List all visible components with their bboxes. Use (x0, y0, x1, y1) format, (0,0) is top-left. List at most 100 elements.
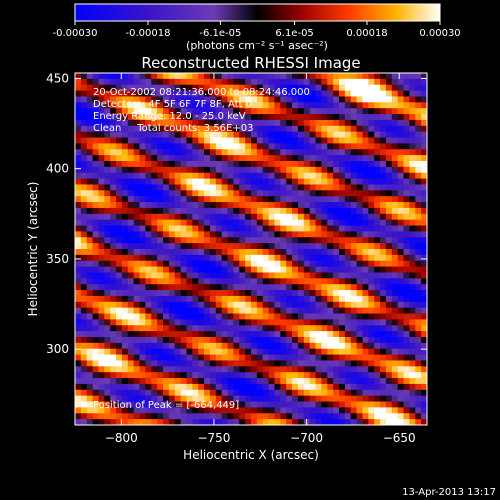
heatmap-cell (385, 389, 393, 397)
heatmap-cell (75, 290, 82, 297)
heatmap-cell (180, 125, 188, 133)
heatmap-cell (262, 372, 270, 379)
heatmap-cell (327, 307, 334, 315)
heatmap-cell (321, 401, 328, 408)
heatmap-cell (368, 78, 375, 86)
heatmap-cell (98, 143, 105, 150)
heatmap-cell (204, 155, 211, 162)
heatmap-cell (186, 337, 193, 344)
heatmap-cell (98, 284, 105, 291)
heatmap-cell (385, 342, 393, 350)
heatmap-cell (380, 378, 387, 385)
heatmap-cell (356, 231, 364, 238)
heatmap-cell (362, 102, 369, 109)
heatmap-cell (163, 372, 170, 379)
heatmap-cell (374, 325, 381, 332)
heatmap-cell (251, 342, 258, 350)
heatmap-cell (157, 319, 164, 326)
heatmap-cell (163, 395, 170, 403)
heatmap-cell (80, 108, 88, 115)
heatmap-cell (362, 219, 369, 227)
heatmap-cell (333, 348, 340, 356)
heatmap-cell (227, 90, 234, 98)
heatmap-cell (403, 237, 410, 244)
heatmap-cell (163, 290, 170, 297)
heatmap-cell (356, 366, 364, 373)
heatmap-cell (350, 114, 358, 121)
heatmap-cell (151, 307, 158, 315)
heatmap-cell (385, 225, 393, 232)
heatmap-cell (80, 184, 88, 191)
heatmap-cell (415, 73, 422, 80)
heatmap-cell (350, 383, 358, 391)
heatmap-cell (280, 90, 287, 98)
heatmap-cell (409, 155, 416, 162)
heatmap-cell (233, 172, 240, 180)
heatmap-cell (121, 295, 129, 303)
heatmap-cell (168, 378, 176, 385)
heatmap-cell (86, 331, 94, 338)
heatmap-cell (368, 389, 375, 397)
heatmap-cell (344, 166, 352, 174)
heatmap-cell (280, 389, 287, 397)
heatmap-cell (327, 313, 334, 320)
heatmap-cell (145, 143, 152, 150)
heatmap-cell (145, 337, 152, 344)
heatmap-cell (157, 249, 164, 256)
heatmap-cell (221, 272, 229, 279)
heatmap-cell (256, 196, 264, 203)
heatmap-cell (333, 249, 340, 256)
heatmap-cell (262, 419, 270, 425)
heatmap-cell (151, 342, 158, 350)
heatmap-cell (327, 383, 334, 391)
heatmap-cell (397, 360, 405, 367)
heatmap-cell (309, 84, 317, 92)
heatmap-cell (327, 372, 334, 379)
heatmap-cell (121, 307, 129, 315)
heatmap-cell (274, 108, 281, 115)
heatmap-cell (339, 114, 346, 121)
heatmap-cell (239, 155, 246, 162)
heatmap-cell (397, 348, 405, 356)
heatmap-cell (139, 166, 146, 174)
heatmap-cell (157, 348, 164, 356)
heatmap-cell (327, 413, 334, 420)
heatmap-cell (104, 295, 111, 303)
heatmap-cell (157, 372, 164, 379)
heatmap-cell (186, 383, 193, 391)
heatmap-cell (104, 249, 111, 256)
heatmap-cell (174, 301, 182, 309)
heatmap-cell (75, 73, 82, 80)
heatmap-cell (403, 249, 410, 256)
heatmap-cell (86, 207, 94, 215)
heatmap-cell (92, 337, 100, 344)
heatmap-cell (421, 372, 427, 379)
heatmap-cell (198, 166, 205, 174)
heatmap-cell (374, 413, 381, 420)
heatmap-cell (409, 184, 416, 191)
heatmap-cell (344, 114, 352, 121)
heatmap-cell (139, 231, 146, 238)
heatmap-cell (380, 278, 387, 285)
heatmap-cell (339, 143, 346, 150)
heatmap-cell (75, 354, 82, 362)
heatmap-cell (403, 78, 410, 86)
heatmap-cell (251, 331, 258, 338)
heatmap-cell (174, 249, 182, 256)
heatmap-cell (356, 372, 364, 379)
heatmap-cell (397, 84, 405, 92)
heatmap-cell (397, 278, 405, 285)
heatmap-cell (86, 278, 94, 285)
heatmap-cell (397, 342, 405, 350)
heatmap-cell (139, 125, 146, 133)
heatmap-cell (116, 213, 123, 221)
heatmap-cell (297, 290, 305, 297)
heatmap-cell (209, 378, 217, 385)
heatmap-cell (403, 389, 410, 397)
heatmap-cell (145, 161, 152, 168)
heatmap-cell (163, 325, 170, 332)
heatmap-cell (380, 354, 387, 362)
heatmap-cell (239, 172, 246, 180)
heatmap-cell (116, 149, 123, 156)
heatmap-cell (327, 249, 334, 256)
